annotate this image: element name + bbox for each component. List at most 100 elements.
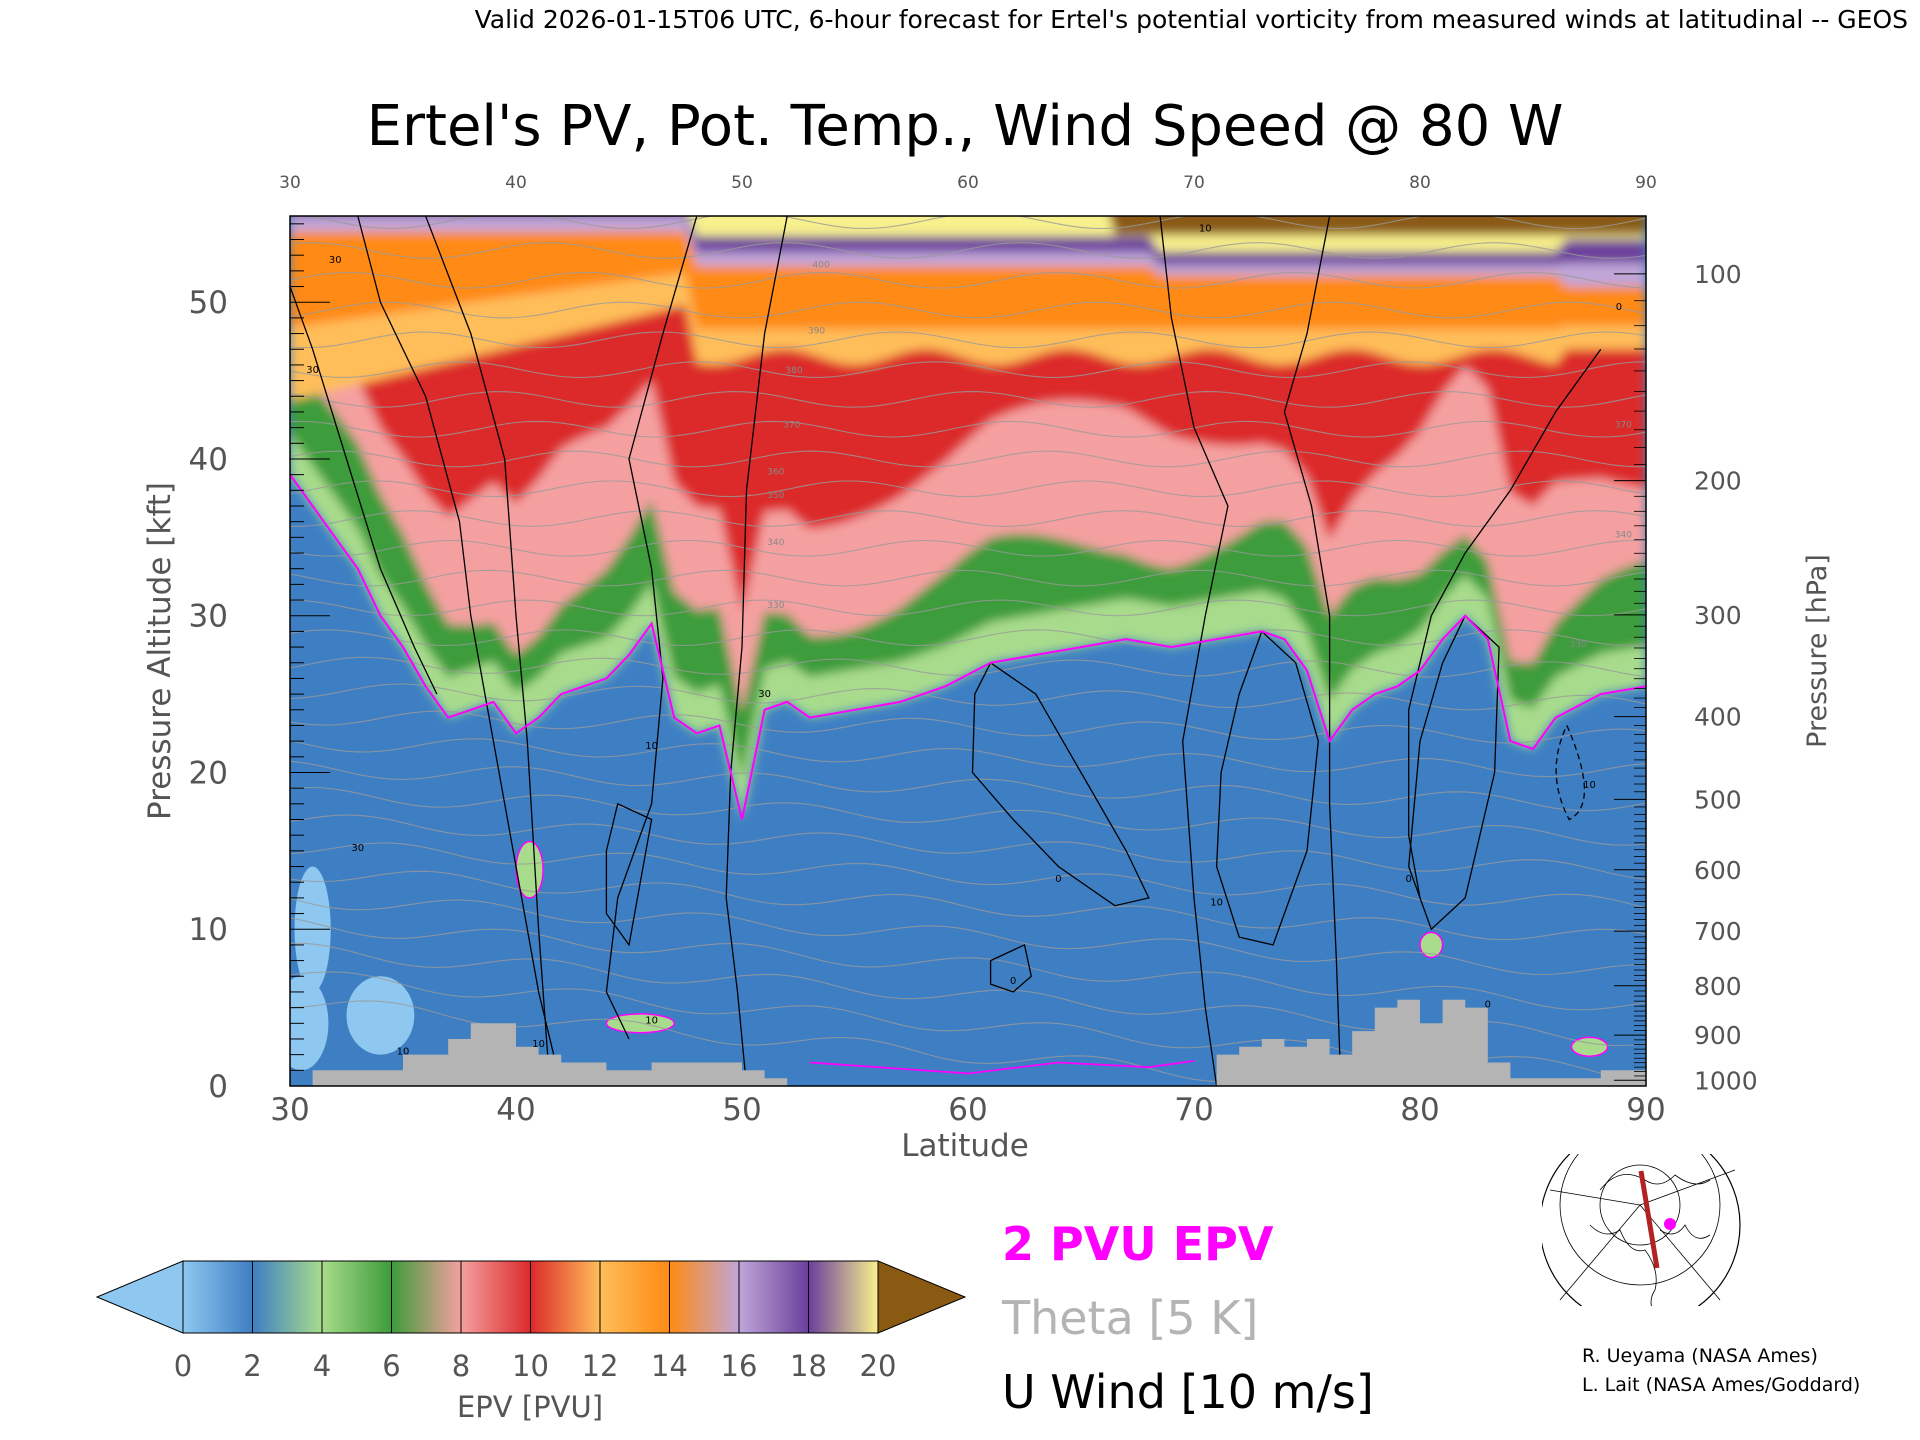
map-outline (1542, 1154, 1741, 1306)
y-axis-left: 0 10 20 30 40 50 (189, 223, 330, 1105)
x-tick-label: 80 (1400, 1092, 1439, 1128)
colorbar-tick-label: 0 (174, 1349, 192, 1383)
colorbar-label: EPV [PVU] (457, 1390, 603, 1424)
u-wind-contour-line (357, 216, 562, 1086)
u-wind-contour-label: 10 (397, 1047, 410, 1058)
u-wind-contour-label: 10 (1199, 224, 1212, 235)
colorbar-tick-label: 8 (452, 1349, 470, 1383)
colorbar-tick-label: 16 (721, 1349, 758, 1383)
theta-contour-line (290, 391, 1646, 408)
y-tick-label: 20 (189, 755, 228, 791)
u-wind-contour-label: 30 (758, 689, 771, 700)
colorbar-tick-label: 10 (512, 1349, 549, 1383)
pvu2-contour (290, 474, 1646, 1075)
x-tick-label: 60 (948, 1092, 987, 1128)
pressure-tick-label: 1000 (1694, 1066, 1758, 1095)
colorbar-tick-label: 20 (860, 1349, 897, 1383)
pvu2-lowlevel-contour (809, 1060, 1195, 1075)
terrain-mask (290, 999, 1646, 1086)
theta-contour-label: 380 (785, 366, 802, 376)
u-wind-contour-line (1159, 216, 1229, 1086)
theta-contour-line (290, 683, 1646, 711)
colorbar-tick-label: 4 (313, 1349, 331, 1383)
colorbar-segment (738, 1260, 809, 1334)
x-tick-label: 30 (270, 1092, 309, 1128)
u-wind-contour-label: 10 (1210, 898, 1223, 909)
u-wind-contour-line (605, 216, 698, 1040)
u-wind-contour-label: 10 (532, 1039, 545, 1050)
colorbar-segment (669, 1260, 740, 1334)
colorbar-tick-label: 6 (382, 1349, 400, 1383)
theta-contour-label: 360 (767, 468, 784, 478)
theta-contour-line (290, 242, 1646, 259)
colorbar-tick-label: 18 (790, 1349, 827, 1383)
epv-green-patch (1570, 1036, 1609, 1057)
u-wind-contour-label: 10 (1583, 780, 1596, 791)
map-latitude-circle (1599, 1164, 1681, 1246)
u-wind-contour-line (725, 216, 788, 1086)
x-tick-label: 50 (722, 1092, 761, 1128)
u-wind-closed-contour (1408, 614, 1500, 931)
theta-contour-line (290, 738, 1646, 778)
theta-contour-line (290, 599, 1646, 617)
valid-time-header: Valid 2026-01-15T06 UTC, 6-hour forecast… (475, 5, 1908, 34)
colorbar-tick-label: 2 (243, 1349, 261, 1383)
map-latitude-circle (1559, 1154, 1721, 1286)
u-wind-contour-line (1408, 348, 1602, 899)
x-top-tick-label: 60 (957, 173, 979, 193)
theta-contour-line (290, 301, 1646, 319)
theta-contour-line (290, 897, 1646, 976)
epv-color-field (290, 216, 1646, 820)
pressure-tick-label: 700 (1694, 917, 1742, 946)
epv-green-patch (1419, 931, 1444, 959)
map-marker (1664, 1218, 1676, 1230)
colorbar-segment (460, 1260, 531, 1334)
epv-low-patch (346, 976, 415, 1055)
x-top-tick-label: 80 (1409, 173, 1431, 193)
plot-frame (289, 215, 1647, 1087)
pressure-tick-label: 400 (1694, 703, 1742, 732)
pressure-tick-label: 300 (1694, 601, 1742, 630)
x-top-tick-label: 30 (279, 173, 301, 193)
theta-contour-line (290, 569, 1646, 587)
chart-title: Ertel's PV, Pot. Temp., Wind Speed @ 80 … (367, 94, 1564, 159)
legend-uwind: U Wind [10 m/s] (1002, 1365, 1374, 1419)
u-wind-contour-label: 10 (645, 1015, 658, 1026)
theta-contour-line (290, 710, 1646, 744)
theta-contour-line (290, 510, 1646, 527)
theta-contour-line (290, 917, 1646, 1011)
u-wind-contour-line (290, 286, 438, 695)
theta-contour-line (290, 361, 1646, 378)
colorbar-segment (321, 1260, 392, 1334)
colorbar-segment (599, 1260, 670, 1334)
x-axis-label: Latitude (901, 1128, 1029, 1164)
colorbar-segment (530, 1260, 601, 1334)
x-tick-label: 90 (1626, 1092, 1665, 1128)
pressure-tick-label: 600 (1694, 856, 1742, 885)
u-wind-contour-label: 10 (645, 741, 658, 752)
pressure-tick-label: 500 (1694, 785, 1742, 814)
credit-line-1: R. Ueyama (NASA Ames) (1582, 1345, 1818, 1367)
theta-contour-line (290, 480, 1646, 498)
plot-area: 400 390 380 370 360 350 340 330 370 340 330 30 30 30 1… (290, 216, 1646, 1086)
y-axis-right-pressure: 100 200 300 400 500 600 700 800 900 1000 (1614, 260, 1758, 1095)
x-axis-top: 30 40 50 60 70 80 90 (279, 173, 1657, 193)
map-cross-section-line (1638, 1170, 1660, 1269)
map-meridian (1549, 1189, 1641, 1206)
theta-contour-line (290, 629, 1646, 647)
x-axis-bottom: 30 40 50 60 70 80 90 (270, 1092, 1665, 1128)
theta-contour-label: 400 (813, 261, 830, 271)
colorbar-tick-label: 14 (651, 1349, 688, 1383)
theta-contour-line (290, 331, 1646, 349)
contour-labels: 400 390 380 370 360 350 340 330 370 340 330 30 30 30 1… (306, 224, 1632, 1058)
pressure-tick-label: 100 (1694, 260, 1742, 289)
u-wind-closed-contour (1215, 630, 1319, 946)
y-tick-label: 0 (208, 1069, 228, 1105)
theta-contour-label: 340 (767, 538, 784, 548)
theta-contour-line (290, 760, 1646, 812)
pressure-tick-label: 900 (1694, 1021, 1742, 1050)
legend-theta: Theta [5 K] (1001, 1291, 1258, 1345)
map-meridian (1639, 1204, 1721, 1301)
colorbar-low-extension (95, 1260, 184, 1334)
